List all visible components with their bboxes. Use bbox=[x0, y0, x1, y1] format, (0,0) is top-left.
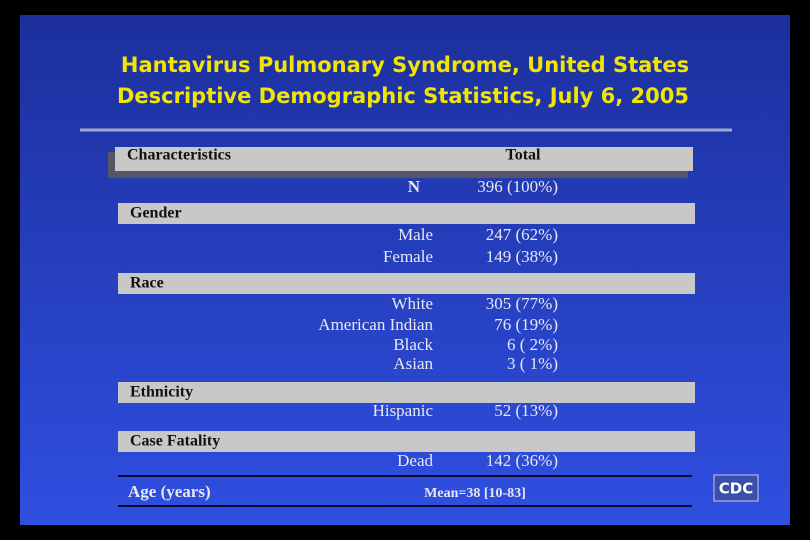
logo: CDC bbox=[719, 480, 753, 498]
row-label: Dead bbox=[397, 451, 433, 470]
row-label: Male bbox=[398, 225, 433, 244]
row-label: White bbox=[391, 294, 433, 313]
row-value: 3 ( 1%) bbox=[507, 354, 558, 373]
row-value: 247 (62%) bbox=[486, 225, 558, 244]
header-cell: Characteristics bbox=[127, 147, 231, 164]
header-cell: Total bbox=[506, 147, 542, 164]
row-value: 6 ( 2%) bbox=[507, 335, 558, 354]
title-line: Descriptive Demographic Statistics, July… bbox=[117, 84, 689, 108]
row-label: American Indian bbox=[318, 315, 433, 334]
row-label: N bbox=[408, 177, 421, 196]
row-label: Female bbox=[383, 247, 433, 266]
row-value: Mean=38 [10-83] bbox=[424, 486, 526, 501]
section-name: Ethnicity bbox=[130, 384, 193, 401]
row-value: 305 (77%) bbox=[486, 294, 558, 313]
row-label: Black bbox=[393, 335, 433, 354]
title-line: Hantavirus Pulmonary Syndrome, United St… bbox=[121, 53, 689, 77]
logo-box bbox=[713, 474, 759, 502]
row-value: 142 (36%) bbox=[486, 451, 558, 470]
row-value: 76 (19%) bbox=[494, 315, 558, 334]
header-bar bbox=[115, 147, 693, 171]
section-bar bbox=[118, 431, 695, 452]
row-label: Asian bbox=[393, 354, 433, 373]
row-label: Hispanic bbox=[373, 401, 434, 420]
row-value: 52 (13%) bbox=[494, 401, 558, 420]
section-bar bbox=[118, 273, 695, 294]
table: Characteristics Total N 396 (100%) Age (… bbox=[108, 147, 695, 507]
section-bar bbox=[118, 382, 695, 403]
row-value: 149 (38%) bbox=[486, 247, 558, 266]
section-name: Race bbox=[130, 275, 164, 292]
section-name: Gender bbox=[130, 205, 182, 222]
row-value: 396 (100%) bbox=[477, 177, 558, 196]
section-bar bbox=[118, 203, 695, 224]
section-name: Case Fatality bbox=[130, 433, 220, 450]
row-label: Age (years) bbox=[128, 482, 211, 501]
